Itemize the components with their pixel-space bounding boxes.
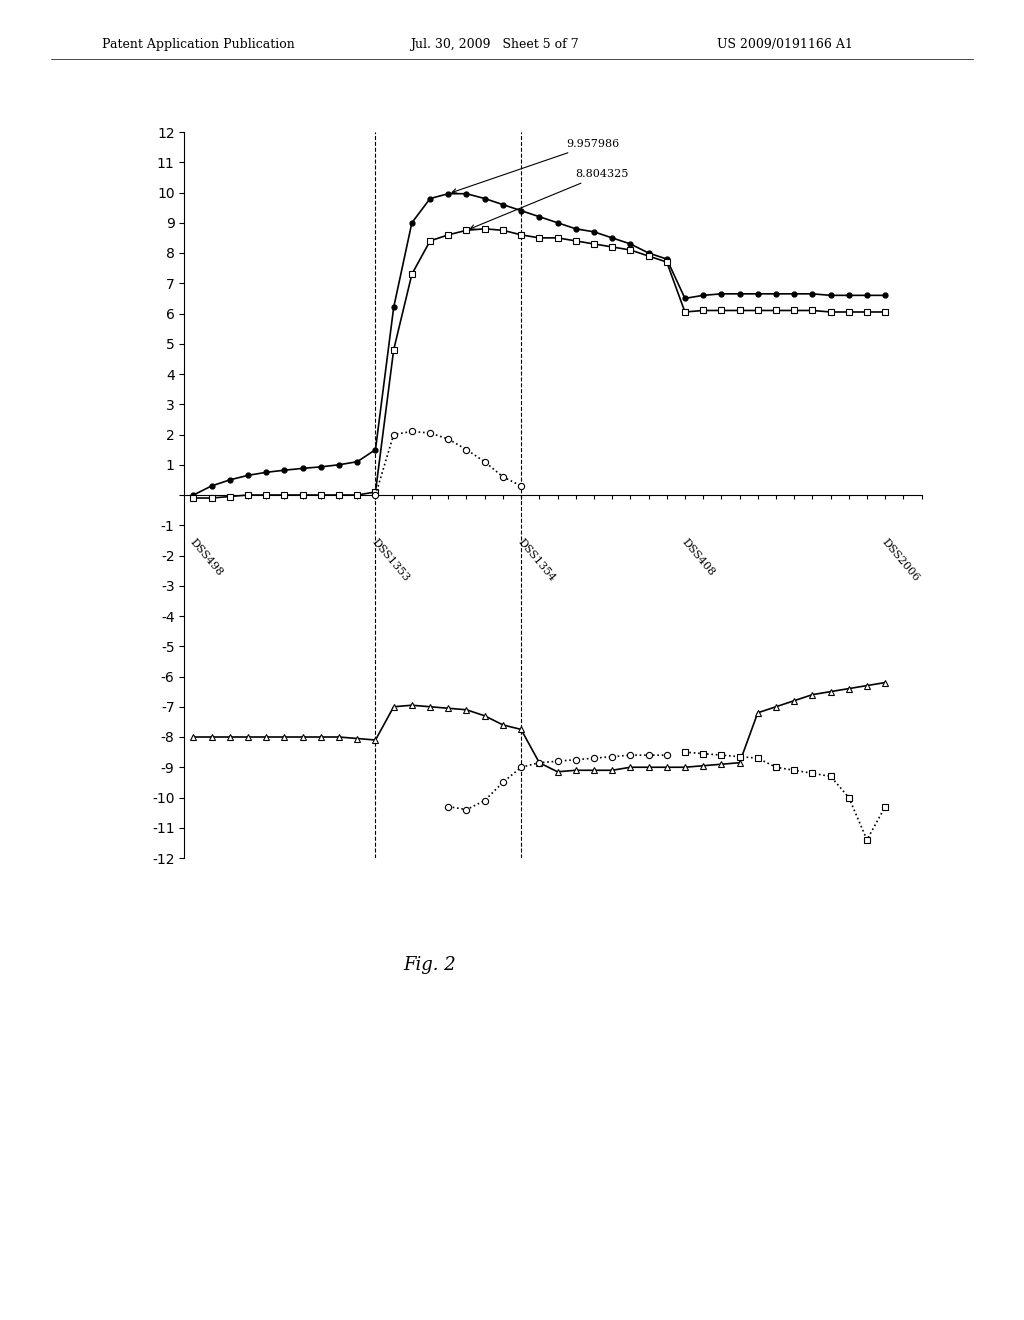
Text: Jul. 30, 2009   Sheet 5 of 7: Jul. 30, 2009 Sheet 5 of 7 (410, 37, 579, 50)
Text: DSS1354: DSS1354 (516, 537, 557, 583)
Text: DSS2006: DSS2006 (880, 537, 921, 583)
Text: Patent Application Publication: Patent Application Publication (102, 37, 295, 50)
Text: 8.804325: 8.804325 (470, 169, 629, 230)
Text: DSS1353: DSS1353 (370, 537, 412, 583)
Text: Fig. 2: Fig. 2 (403, 956, 457, 974)
Text: US 2009/0191166 A1: US 2009/0191166 A1 (717, 37, 853, 50)
Text: 9.957986: 9.957986 (452, 139, 620, 193)
Text: DSS498: DSS498 (188, 537, 224, 578)
Text: DSS408: DSS408 (680, 537, 716, 578)
